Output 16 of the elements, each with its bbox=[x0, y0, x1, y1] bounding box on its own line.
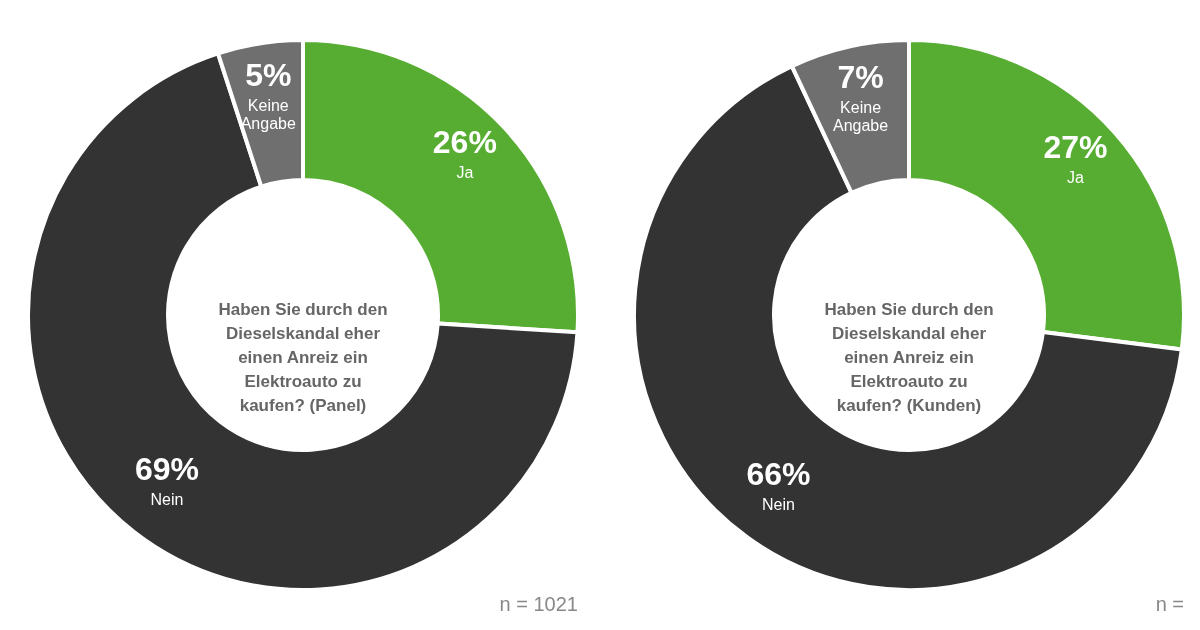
slice-label: Nein bbox=[150, 491, 184, 509]
data-label: 26% bbox=[432, 124, 497, 161]
data-label: 5% bbox=[245, 56, 292, 93]
data-label: 66% bbox=[746, 455, 811, 492]
slice-label: Keine Angabe bbox=[240, 96, 296, 132]
data-label: 27% bbox=[1043, 129, 1108, 166]
slice-label: Ja bbox=[456, 164, 474, 182]
slice-label: Ja bbox=[1067, 169, 1085, 187]
data-label: 7% bbox=[837, 59, 884, 96]
text: n = bbox=[1155, 593, 1184, 615]
text: n = 1021 bbox=[499, 593, 578, 615]
slice-label: Nein bbox=[762, 495, 795, 513]
text: Haben Sie durch den Dieselskandal eher einen Anreiz ein Elektroauto zu kaufen? (Panel) bbox=[218, 300, 388, 415]
slice-label: Keine Angabe bbox=[832, 99, 889, 135]
data-label: 69% bbox=[134, 451, 199, 488]
text: Haben Sie durch den Dieselskandal eher einen Anreiz ein Elektroauto zu kaufen? (Kunden) bbox=[824, 300, 994, 415]
